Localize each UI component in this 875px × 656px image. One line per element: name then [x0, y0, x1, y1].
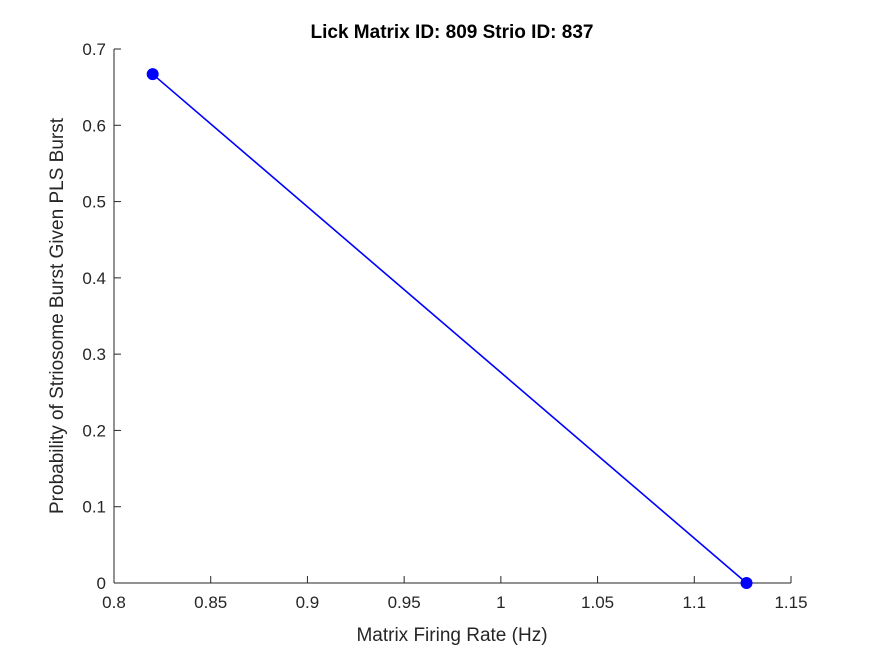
x-tick-label: 0.95 [388, 593, 421, 612]
y-tick-label: 0.1 [82, 498, 106, 517]
y-tick-label: 0.2 [82, 421, 106, 440]
x-tick-label: 1 [496, 593, 505, 612]
data-series [146, 68, 753, 589]
y-axis-label: Probability of Striosome Burst Given PLS… [47, 117, 68, 514]
y-tick-label: 0.7 [82, 40, 106, 59]
y-axis-ticks: 0 0.1 0.2 0.3 0.4 0.5 0.6 0.7 [82, 40, 121, 593]
x-tick-label: 0.9 [296, 593, 320, 612]
y-tick-label: 0.6 [82, 116, 106, 135]
x-axis-label: Matrix Firing Rate (Hz) [356, 625, 547, 646]
data-point [740, 577, 753, 589]
series-line [152, 73, 748, 584]
x-tick-label: 0.85 [194, 593, 227, 612]
y-tick-label: 0.3 [82, 345, 106, 364]
x-axis-ticks: 0.8 0.85 0.9 0.95 1 1.05 1.1 1.15 [102, 576, 808, 612]
x-tick-label: 0.8 [102, 593, 126, 612]
x-tick-label: 1.1 [682, 593, 706, 612]
y-tick-label: 0 [97, 574, 106, 593]
x-tick-label: 1.05 [581, 593, 614, 612]
y-tick-label: 0.5 [82, 193, 106, 212]
chart-title: Lick Matrix ID: 809 Strio ID: 837 [311, 22, 594, 43]
y-tick-label: 0.4 [82, 269, 106, 288]
data-point [146, 68, 159, 81]
x-tick-label: 1.15 [774, 593, 807, 612]
axes [113, 49, 791, 584]
